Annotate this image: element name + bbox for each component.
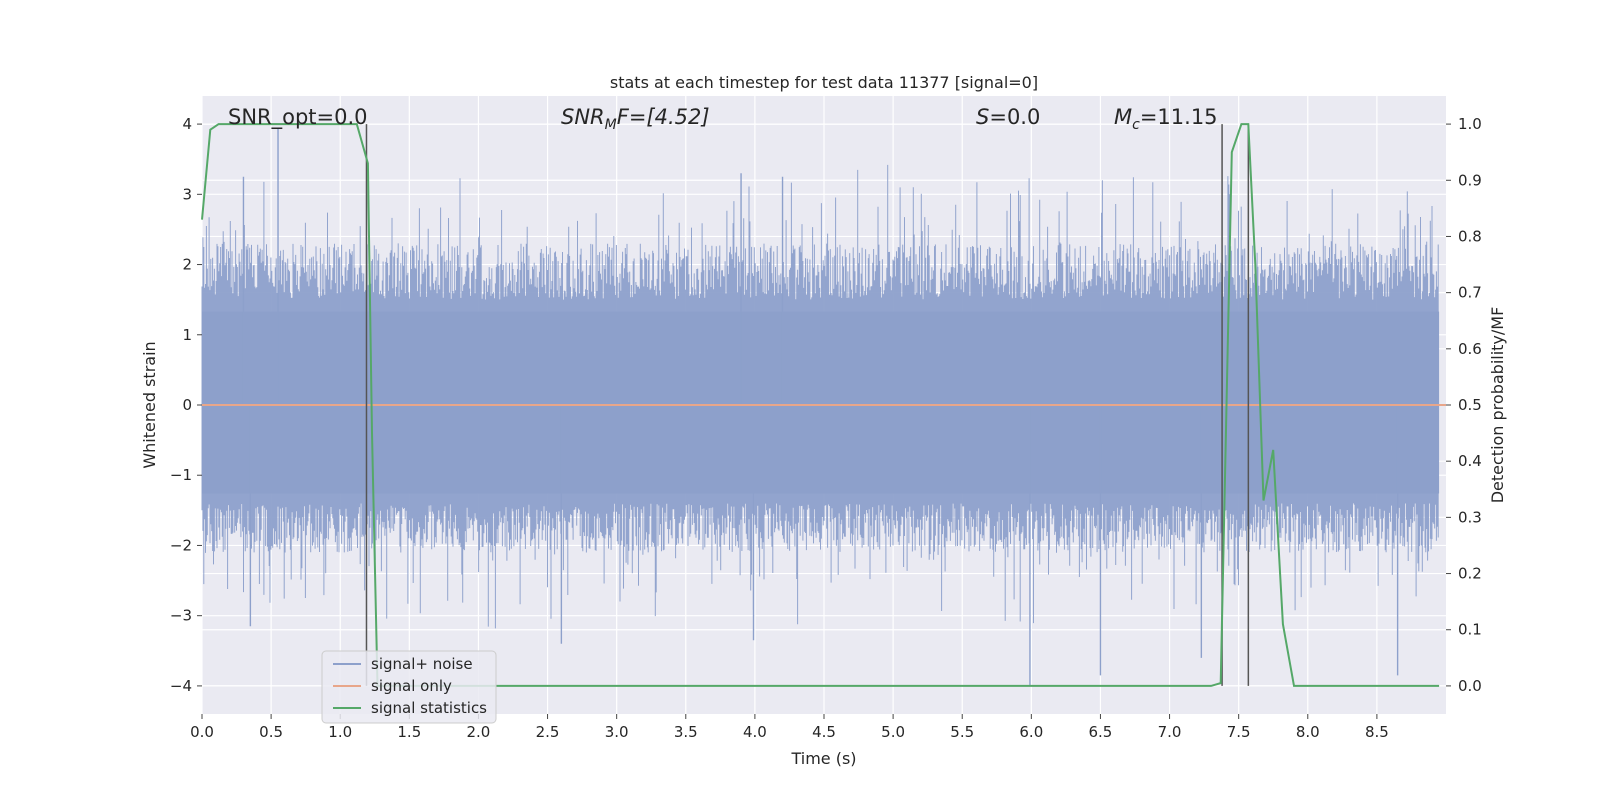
chart-title: stats at each timestep for test data 113… (610, 73, 1038, 92)
y-tick-label: 2 (182, 256, 192, 274)
x-tick-label: 4.0 (743, 723, 767, 741)
noise-series (201, 127, 1440, 686)
x-tick-label: 7.5 (1227, 723, 1251, 741)
legend-label-noise: signal+ noise (371, 655, 473, 673)
y2-tick-label: 0.2 (1458, 565, 1482, 583)
y-tick-label: −3 (170, 607, 192, 625)
annotation-s: S=0.0 (976, 105, 1040, 129)
y-ticks: −4 −3 −2 −1 0 1 2 3 4 (170, 115, 202, 695)
x-tick-label: 0.5 (259, 723, 283, 741)
y-tick-label: −2 (170, 536, 192, 554)
x-tick-label: 5.0 (881, 723, 905, 741)
y2-tick-label: 0.0 (1458, 677, 1482, 695)
y-tick-label: 4 (182, 115, 192, 133)
statistics-line (201, 123, 1440, 687)
legend: signal+ noise signal only signal statist… (321, 650, 497, 724)
y2-tick-label: 1.0 (1458, 115, 1482, 133)
x-tick-label: 0.0 (190, 723, 214, 741)
x-tick-label: 2.5 (536, 723, 560, 741)
y2-tick-label: 0.1 (1458, 621, 1482, 639)
y2-tick-label: 0.8 (1458, 227, 1482, 245)
y-tick-label: 0 (182, 396, 192, 414)
x-tick-label: 1.0 (328, 723, 352, 741)
legend-label-statistics: signal statistics (371, 699, 487, 717)
y-tick-label: 1 (182, 326, 192, 344)
y2-tick-label: 0.3 (1458, 508, 1482, 526)
y-axis-label: Whitened strain (140, 341, 159, 468)
y2-tick-label: 0.7 (1458, 284, 1482, 302)
x-tick-label: 4.5 (812, 723, 836, 741)
annotation-snr-opt: SNR_opt=0.0 (228, 105, 368, 130)
legend-box (321, 650, 497, 724)
x-tick-label: 1.5 (397, 723, 421, 741)
annotation-mc: Mc=11.15 (1114, 105, 1218, 133)
y2-axis-label: Detection probability/MF (1488, 307, 1507, 504)
x-tick-label: 7.0 (1158, 723, 1182, 741)
y2-ticks: 0.0 0.1 0.2 0.3 0.4 0.5 0.6 0.7 0.8 0.9 1.0 (1446, 115, 1482, 695)
legend-label-signal: signal only (371, 677, 452, 695)
y2-tick-label: 0.9 (1458, 171, 1482, 189)
x-tick-label: 5.5 (950, 723, 974, 741)
x-axis-label: Time (s) (790, 749, 856, 768)
x-tick-label: 3.0 (605, 723, 629, 741)
y-tick-label: −4 (170, 677, 192, 695)
x-tick-label: 8.5 (1365, 723, 1389, 741)
x-tick-label: 3.5 (674, 723, 698, 741)
x-tick-label: 2.0 (467, 723, 491, 741)
x-ticks: 0.0 0.5 1.0 1.5 2.0 2.5 3.0 3.5 4.0 4.5 5.0 5.5 6.0 6… (190, 714, 1389, 741)
annotation-snr-mf: SNRMF=[4.52] (561, 105, 710, 133)
x-tick-label: 6.5 (1089, 723, 1113, 741)
y2-tick-label: 0.4 (1458, 452, 1482, 470)
x-tick-label: 6.0 (1019, 723, 1043, 741)
statistics-series (201, 123, 1440, 687)
x-tick-label: 8.0 (1296, 723, 1320, 741)
noise-core (202, 311, 1440, 494)
y2-tick-label: 0.5 (1458, 396, 1482, 414)
y2-tick-label: 0.6 (1458, 340, 1482, 358)
y-tick-label: 3 (182, 185, 192, 203)
y-tick-label: −1 (170, 466, 192, 484)
